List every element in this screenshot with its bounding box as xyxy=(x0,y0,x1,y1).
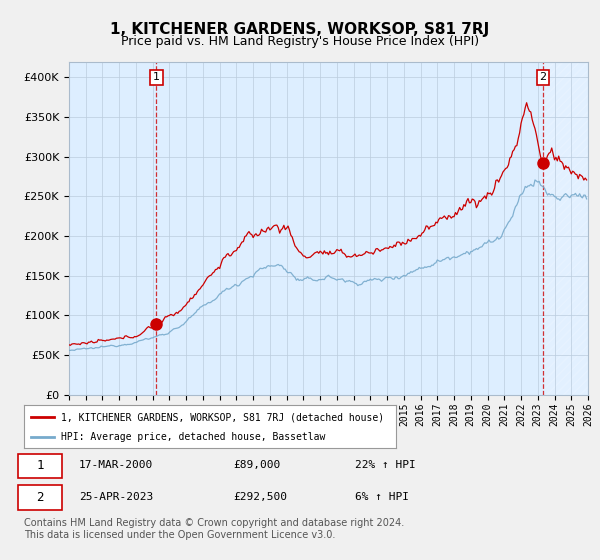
Text: Price paid vs. HM Land Registry's House Price Index (HPI): Price paid vs. HM Land Registry's House … xyxy=(121,35,479,48)
FancyBboxPatch shape xyxy=(19,486,62,510)
Text: £89,000: £89,000 xyxy=(234,460,281,470)
Text: 22% ↑ HPI: 22% ↑ HPI xyxy=(355,460,416,470)
Text: 6% ↑ HPI: 6% ↑ HPI xyxy=(355,492,409,502)
Text: 25-APR-2023: 25-APR-2023 xyxy=(79,492,154,502)
Text: 1: 1 xyxy=(36,459,44,472)
Text: 1: 1 xyxy=(153,72,160,82)
Text: 2: 2 xyxy=(539,72,547,82)
Text: 1, KITCHENER GARDENS, WORKSOP, S81 7RJ: 1, KITCHENER GARDENS, WORKSOP, S81 7RJ xyxy=(110,22,490,38)
Text: HPI: Average price, detached house, Bassetlaw: HPI: Average price, detached house, Bass… xyxy=(61,432,326,442)
Text: Contains HM Land Registry data © Crown copyright and database right 2024.
This d: Contains HM Land Registry data © Crown c… xyxy=(24,518,404,540)
Bar xyxy=(543,62,600,395)
Text: 2: 2 xyxy=(36,491,44,504)
FancyBboxPatch shape xyxy=(19,454,62,478)
Text: 17-MAR-2000: 17-MAR-2000 xyxy=(79,460,154,470)
Text: £292,500: £292,500 xyxy=(234,492,288,502)
Text: 1, KITCHENER GARDENS, WORKSOP, S81 7RJ (detached house): 1, KITCHENER GARDENS, WORKSOP, S81 7RJ (… xyxy=(61,412,385,422)
